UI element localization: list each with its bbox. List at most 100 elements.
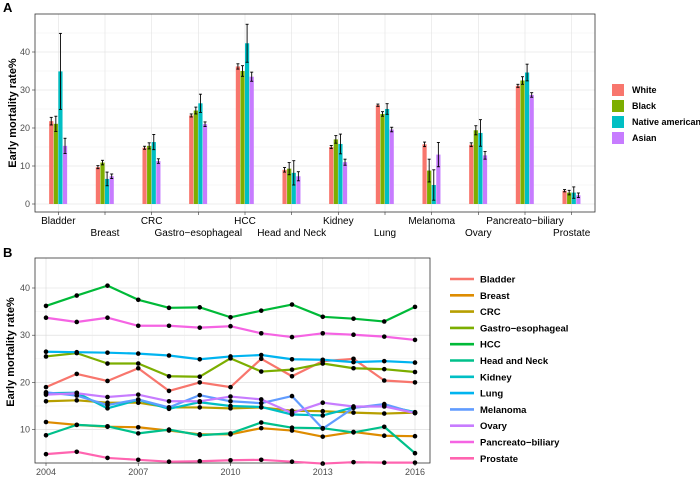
bar [151, 142, 156, 204]
bar [329, 147, 334, 204]
data-point [43, 392, 49, 397]
data-point [43, 419, 49, 425]
panel-a-x-tick-label: Breast [91, 228, 120, 239]
bar [235, 66, 240, 204]
data-point [74, 422, 80, 428]
panel-a-plot-border [34, 13, 596, 213]
data-point [351, 316, 356, 321]
data-point [320, 413, 326, 418]
data-point [412, 460, 418, 465]
data-point [228, 354, 233, 359]
bar [58, 71, 63, 204]
data-point [197, 392, 203, 398]
bar [49, 121, 54, 204]
panel-a-y-tick-label: 0 [25, 199, 30, 209]
panel-b-legend-label: Breast [480, 291, 510, 302]
data-point [166, 305, 172, 311]
panel-b: B 10 20 30 40 2004 2007 2010 2013 2016 Early mo… [3, 245, 568, 477]
data-point [289, 425, 295, 431]
data-point [43, 451, 49, 457]
data-point [258, 352, 264, 358]
data-point [135, 323, 141, 329]
data-point [135, 351, 141, 356]
panel-a-legend-label: White [632, 85, 657, 95]
data-point [228, 431, 233, 436]
panel-b-x-tick-label: 2013 [313, 467, 333, 477]
data-point [105, 402, 110, 408]
bar [142, 147, 147, 204]
data-point [320, 408, 326, 414]
data-point [289, 367, 295, 372]
data-point [166, 427, 172, 432]
data-point [166, 398, 172, 404]
data-point [381, 319, 387, 324]
data-point [351, 430, 356, 435]
bar [473, 130, 478, 204]
panel-b-y-axis-label: Early mortality rate% [5, 297, 17, 407]
bar [389, 129, 394, 204]
data-point [166, 388, 172, 394]
data-point [289, 459, 295, 464]
panel-b-label: B [3, 245, 12, 260]
data-point [289, 334, 295, 340]
bar [193, 110, 198, 204]
data-point [43, 303, 49, 309]
data-point [135, 365, 141, 371]
data-point [351, 365, 356, 371]
data-point [135, 297, 141, 303]
data-point [258, 404, 264, 410]
data-point [166, 459, 172, 464]
data-point [197, 405, 203, 410]
data-point [166, 323, 172, 329]
panel-a-x-tick-label: Prostate [553, 228, 591, 239]
data-point [320, 357, 326, 363]
bar [567, 192, 572, 204]
bar [576, 195, 581, 204]
bar [282, 169, 287, 204]
data-point [381, 334, 387, 339]
data-point [105, 361, 110, 366]
data-point [320, 314, 326, 320]
panel-a-x-tick-label: Pancreato−biliary [486, 216, 564, 227]
bar [385, 109, 390, 204]
panel-a-legend-swatch [612, 100, 624, 112]
data-point [258, 308, 264, 313]
panel-a-legend-swatch [612, 84, 624, 96]
panel-a-label: A [3, 0, 13, 15]
data-point [105, 283, 110, 288]
data-point [320, 331, 326, 336]
bar [198, 103, 203, 204]
data-point [228, 314, 233, 320]
bar [95, 167, 100, 204]
data-point [320, 434, 326, 439]
panel-b-legend-label: Bladder [480, 275, 516, 286]
panel-b-legend-label: Gastro−esophageal [480, 323, 568, 334]
data-point [197, 432, 203, 438]
panel-b-legend-label: HCC [480, 340, 501, 351]
data-point [228, 457, 233, 463]
panel-a-legend-label: Black [632, 101, 657, 111]
data-point [105, 315, 110, 321]
panel-b-x-tick-label: 2007 [128, 467, 148, 477]
data-point [412, 380, 418, 385]
panel-b-legend-label: Head and Neck [480, 356, 549, 367]
panel-a-y-tick-label: 20 [20, 123, 30, 133]
data-point [381, 411, 387, 416]
data-point [74, 319, 80, 325]
data-point [351, 410, 356, 415]
data-point [320, 361, 326, 366]
data-point [412, 369, 418, 375]
data-point [381, 424, 387, 430]
bar [249, 76, 254, 204]
bar [375, 105, 380, 204]
panel-b-y-tick-label: 30 [20, 330, 30, 340]
bar [427, 170, 432, 204]
data-point [74, 390, 80, 396]
data-point [289, 393, 295, 399]
data-point [351, 459, 356, 465]
bar [53, 123, 58, 204]
data-point [43, 315, 49, 321]
bar [482, 155, 488, 204]
panel-b-x-tick-label: 2010 [220, 467, 240, 477]
data-point [105, 455, 110, 461]
